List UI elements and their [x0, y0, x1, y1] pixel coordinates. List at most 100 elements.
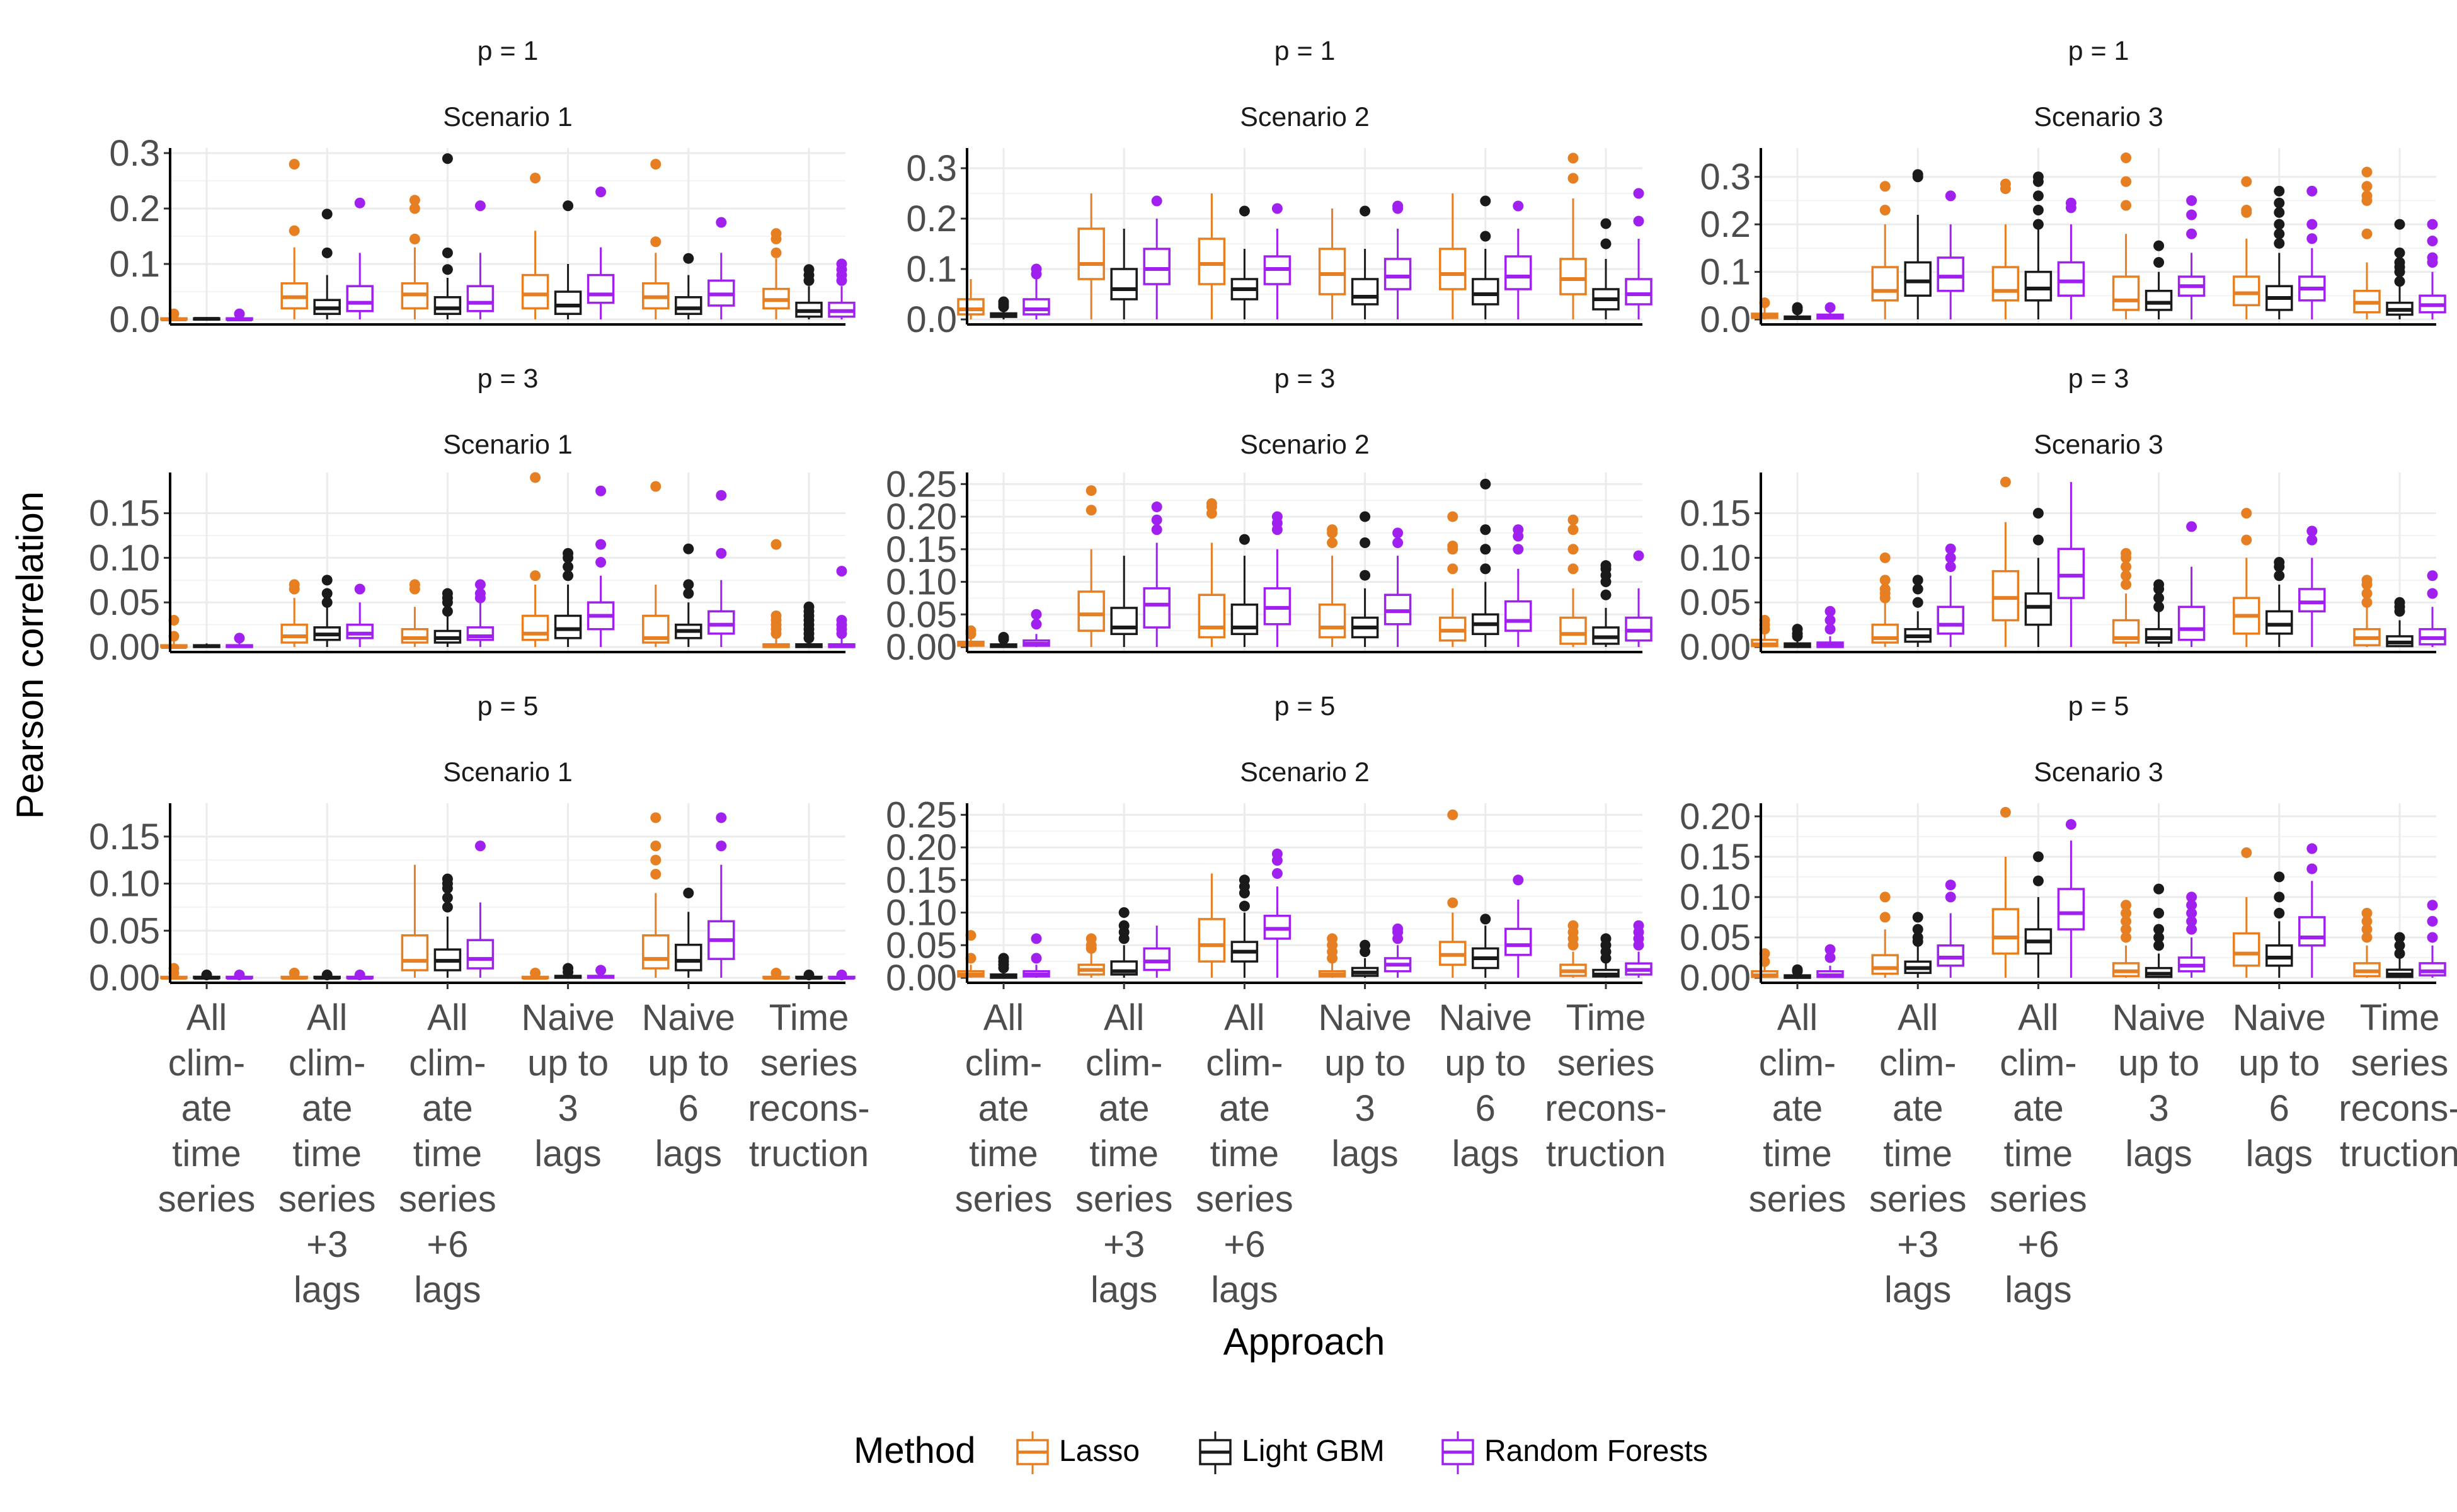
legend-title: Method — [854, 1430, 975, 1471]
box-light-gbm — [2265, 871, 2293, 978]
y-tick-label: 0.2 — [109, 188, 160, 229]
box-light-gbm — [193, 317, 220, 321]
outlier-point — [1633, 920, 1644, 931]
box-random-forests — [466, 840, 495, 978]
y-tick-label: 0.10 — [1680, 877, 1751, 918]
box-lasso — [1439, 511, 1467, 647]
outlier-point — [650, 481, 662, 492]
y-tick-label: 0.10 — [886, 562, 957, 603]
box-random-forests — [707, 217, 735, 319]
outlier-point — [1360, 570, 1371, 581]
panel-p3-scenario-2: p = 3 Scenario 2 0.000.050.100.150.200.25 — [886, 364, 1652, 668]
box-lasso — [1991, 476, 2020, 647]
box-iqr — [1318, 604, 1346, 639]
box-lasso — [1559, 152, 1587, 319]
box-light-gbm — [2024, 508, 2053, 647]
outlier-point — [1085, 505, 1097, 516]
outlier-point — [1945, 552, 1956, 563]
outlier-point — [2361, 924, 2373, 935]
box-light-gbm — [990, 631, 1017, 648]
outlier-point — [998, 953, 1009, 964]
box-random-forests — [2298, 843, 2326, 978]
box-light-gbm — [193, 970, 220, 981]
panel-p5-scenario-1: p = 5 Scenario 1 0.00 0.05 0.10 0.15 — [89, 691, 856, 999]
box-iqr — [2057, 547, 2085, 599]
outlier-point — [2361, 181, 2373, 192]
y-tick-label: 0.00 — [886, 958, 957, 999]
box-random-forests — [1143, 195, 1171, 319]
box-random-forests — [1263, 848, 1292, 978]
outlier-point — [716, 840, 727, 852]
outlier-point — [234, 308, 245, 319]
box-random-forests — [2177, 521, 2206, 647]
box-lasso — [1559, 514, 1587, 647]
y-tick-label: 0.10 — [1680, 537, 1751, 578]
outlier-point — [1513, 200, 1524, 212]
outlier-point — [2427, 252, 2438, 263]
y-tick-label: 0.1 — [109, 244, 160, 285]
box-random-forests — [1383, 200, 1412, 319]
box-lasso — [1077, 933, 1105, 978]
x-tick-label: Time — [2360, 997, 2440, 1038]
box-light-gbm — [1904, 575, 1932, 647]
facet-scenario-label: Scenario 3 — [2034, 102, 2163, 132]
box-light-gbm — [2265, 557, 2293, 647]
outlier-point — [1447, 897, 1458, 908]
box-light-gbm — [1472, 478, 1499, 647]
box-lasso — [642, 481, 670, 647]
outlier-point — [1392, 527, 1404, 539]
x-tick-label: series — [2351, 1043, 2449, 1084]
box-iqr — [1625, 278, 1652, 306]
boxes — [957, 809, 1652, 979]
outlier-point — [289, 159, 300, 170]
outlier-point — [2032, 219, 2044, 230]
x-tick-label: Naive — [521, 997, 614, 1038]
outlier-point — [1360, 205, 1371, 217]
box-light-gbm — [433, 153, 462, 319]
box-light-gbm — [2145, 883, 2173, 978]
x-tick-label: clim- — [1879, 1043, 1956, 1084]
outlier-point — [1239, 900, 1250, 912]
x-tick-label: clim- — [289, 1043, 365, 1084]
minor-gridlines — [967, 830, 1642, 963]
x-tick-label: lags — [655, 1133, 722, 1174]
outlier-point — [2361, 597, 2373, 608]
outlier-point — [998, 296, 1009, 307]
outlier-point — [2121, 908, 2132, 919]
x-tick-label: series — [955, 1179, 1053, 1220]
x-tick-label: time — [969, 1133, 1038, 1174]
outlier-point — [1633, 215, 1644, 227]
box-light-gbm — [1110, 229, 1138, 319]
box-iqr — [1110, 268, 1138, 301]
box-iqr — [1559, 616, 1587, 645]
box-random-forests — [226, 633, 253, 648]
outlier-point — [354, 970, 365, 981]
x-tick-label: lags — [294, 1269, 360, 1310]
x-tick-label: Naive — [2233, 997, 2326, 1038]
x-tick-label: lags — [1211, 1269, 1278, 1310]
box-random-forests — [587, 186, 615, 319]
outlier-point — [770, 610, 782, 621]
outlier-point — [2153, 601, 2165, 612]
x-tick-label: ate — [2013, 1088, 2064, 1129]
outlier-point — [2032, 205, 2044, 216]
box-iqr — [707, 610, 735, 635]
outlier-point — [2361, 588, 2373, 599]
outlier-point — [1513, 544, 1524, 555]
facet-scenario-label: Scenario 2 — [1240, 430, 1370, 460]
y-tick-label: 0.1 — [906, 249, 957, 290]
facet-scenario-label: Scenario 1 — [443, 757, 573, 788]
y-tick-label: 0.10 — [89, 864, 160, 905]
major-gridlines: 0.000.050.100.150.20 — [1680, 796, 2436, 999]
panel-p3-scenario-1: p = 3 Scenario 1 0.000.050.100.15 — [89, 364, 856, 668]
box-light-gbm — [1784, 302, 1811, 320]
outlier-point — [2394, 256, 2405, 268]
x-tick-label: series — [1990, 1179, 2087, 1220]
x-tick-label: All — [427, 997, 467, 1038]
y-tick-label: 0.3 — [109, 133, 160, 174]
outlier-point — [2394, 276, 2405, 287]
outlier-point — [442, 247, 453, 258]
box-light-gbm — [193, 643, 220, 648]
outlier-point — [2153, 592, 2165, 604]
y-tick-label: 0.0 — [109, 299, 160, 340]
